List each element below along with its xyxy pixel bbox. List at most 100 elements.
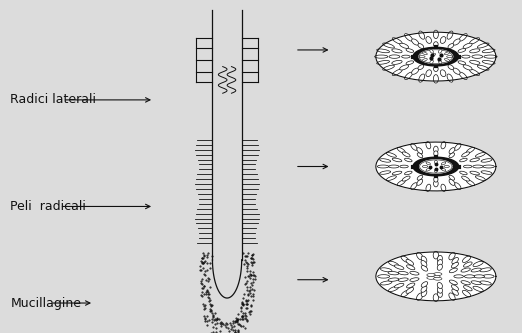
Ellipse shape [407, 283, 415, 288]
Ellipse shape [441, 168, 446, 171]
Ellipse shape [473, 261, 483, 266]
Ellipse shape [405, 72, 412, 80]
Ellipse shape [434, 177, 438, 182]
Ellipse shape [405, 34, 412, 41]
Ellipse shape [460, 158, 467, 162]
Ellipse shape [418, 65, 424, 70]
Ellipse shape [392, 69, 402, 76]
Ellipse shape [434, 277, 442, 280]
Ellipse shape [449, 268, 457, 273]
Ellipse shape [417, 175, 423, 180]
Ellipse shape [464, 286, 472, 291]
Ellipse shape [434, 42, 438, 47]
Ellipse shape [397, 180, 406, 186]
Ellipse shape [482, 61, 495, 64]
Ellipse shape [462, 290, 471, 297]
Ellipse shape [464, 165, 472, 168]
Ellipse shape [470, 49, 480, 53]
Ellipse shape [426, 37, 432, 43]
Ellipse shape [438, 49, 442, 53]
Ellipse shape [422, 166, 428, 167]
Ellipse shape [427, 273, 435, 276]
Ellipse shape [406, 49, 414, 52]
Ellipse shape [401, 55, 410, 58]
Ellipse shape [437, 287, 443, 293]
Ellipse shape [437, 282, 443, 289]
Ellipse shape [379, 171, 390, 174]
Ellipse shape [410, 271, 419, 275]
Ellipse shape [470, 60, 480, 64]
Ellipse shape [440, 70, 446, 77]
Ellipse shape [449, 148, 455, 154]
Ellipse shape [452, 257, 458, 264]
Ellipse shape [392, 60, 402, 64]
Ellipse shape [407, 265, 415, 270]
Ellipse shape [417, 179, 423, 185]
Ellipse shape [419, 31, 425, 39]
Ellipse shape [392, 49, 402, 53]
Ellipse shape [444, 166, 449, 167]
Ellipse shape [411, 183, 417, 189]
Ellipse shape [419, 74, 425, 82]
Ellipse shape [388, 261, 399, 266]
Ellipse shape [383, 65, 395, 70]
Ellipse shape [458, 49, 466, 52]
Polygon shape [419, 50, 453, 64]
Ellipse shape [394, 265, 404, 269]
Ellipse shape [400, 165, 408, 168]
Ellipse shape [434, 66, 438, 72]
Ellipse shape [454, 275, 464, 278]
Ellipse shape [433, 294, 438, 301]
Ellipse shape [394, 283, 404, 288]
Ellipse shape [464, 262, 472, 267]
Ellipse shape [461, 55, 470, 58]
Ellipse shape [411, 144, 417, 150]
Ellipse shape [421, 290, 427, 297]
Ellipse shape [397, 147, 406, 153]
Ellipse shape [447, 56, 453, 58]
Ellipse shape [412, 68, 419, 74]
Text: P: P [432, 53, 435, 58]
Ellipse shape [401, 290, 409, 297]
Ellipse shape [466, 180, 474, 186]
Ellipse shape [388, 271, 399, 275]
Ellipse shape [455, 183, 461, 189]
Ellipse shape [426, 184, 431, 191]
Ellipse shape [406, 287, 413, 293]
Ellipse shape [377, 61, 389, 64]
Ellipse shape [444, 59, 449, 61]
Ellipse shape [459, 34, 467, 41]
Ellipse shape [422, 52, 428, 55]
Ellipse shape [438, 60, 442, 64]
Ellipse shape [471, 268, 481, 272]
Ellipse shape [480, 268, 491, 272]
Ellipse shape [426, 162, 431, 165]
Ellipse shape [405, 158, 412, 162]
Ellipse shape [482, 275, 494, 278]
Ellipse shape [434, 180, 438, 187]
Polygon shape [420, 160, 452, 173]
Ellipse shape [471, 281, 481, 285]
Ellipse shape [484, 55, 497, 58]
Ellipse shape [430, 60, 433, 64]
Ellipse shape [421, 286, 427, 292]
Ellipse shape [447, 31, 453, 39]
Ellipse shape [417, 148, 423, 154]
Ellipse shape [455, 144, 461, 150]
Ellipse shape [434, 169, 437, 172]
Ellipse shape [437, 264, 443, 270]
Ellipse shape [402, 152, 410, 157]
Ellipse shape [449, 179, 455, 185]
Ellipse shape [430, 49, 433, 53]
Ellipse shape [419, 56, 425, 58]
Ellipse shape [433, 75, 438, 83]
Ellipse shape [480, 281, 491, 285]
Ellipse shape [469, 69, 480, 76]
Polygon shape [376, 252, 496, 301]
Ellipse shape [461, 152, 470, 157]
Ellipse shape [388, 278, 399, 281]
Ellipse shape [434, 151, 438, 156]
Ellipse shape [405, 171, 412, 175]
Ellipse shape [473, 286, 483, 291]
Ellipse shape [476, 153, 485, 157]
